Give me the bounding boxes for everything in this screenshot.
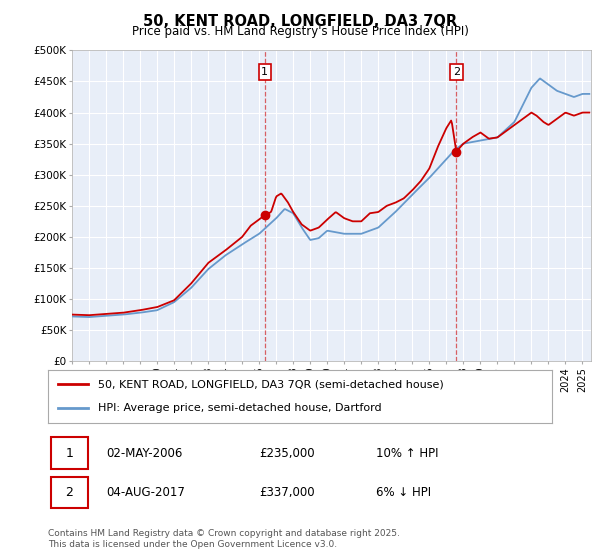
Text: 1: 1 xyxy=(261,67,268,77)
Text: 10% ↑ HPI: 10% ↑ HPI xyxy=(376,446,438,460)
FancyBboxPatch shape xyxy=(50,477,88,508)
Text: Price paid vs. HM Land Registry's House Price Index (HPI): Price paid vs. HM Land Registry's House … xyxy=(131,25,469,38)
Text: 1: 1 xyxy=(65,446,73,460)
Text: Contains HM Land Registry data © Crown copyright and database right 2025.
This d: Contains HM Land Registry data © Crown c… xyxy=(48,529,400,549)
Text: 2: 2 xyxy=(65,486,73,499)
Text: £337,000: £337,000 xyxy=(260,486,316,499)
Text: £235,000: £235,000 xyxy=(260,446,316,460)
Text: 50, KENT ROAD, LONGFIELD, DA3 7QR: 50, KENT ROAD, LONGFIELD, DA3 7QR xyxy=(143,14,457,29)
Text: 02-MAY-2006: 02-MAY-2006 xyxy=(106,446,182,460)
FancyBboxPatch shape xyxy=(50,437,88,469)
Text: 2: 2 xyxy=(452,67,460,77)
Text: 50, KENT ROAD, LONGFIELD, DA3 7QR (semi-detached house): 50, KENT ROAD, LONGFIELD, DA3 7QR (semi-… xyxy=(98,380,444,390)
Text: 6% ↓ HPI: 6% ↓ HPI xyxy=(376,486,431,499)
Text: 04-AUG-2017: 04-AUG-2017 xyxy=(106,486,185,499)
Text: HPI: Average price, semi-detached house, Dartford: HPI: Average price, semi-detached house,… xyxy=(98,403,382,413)
